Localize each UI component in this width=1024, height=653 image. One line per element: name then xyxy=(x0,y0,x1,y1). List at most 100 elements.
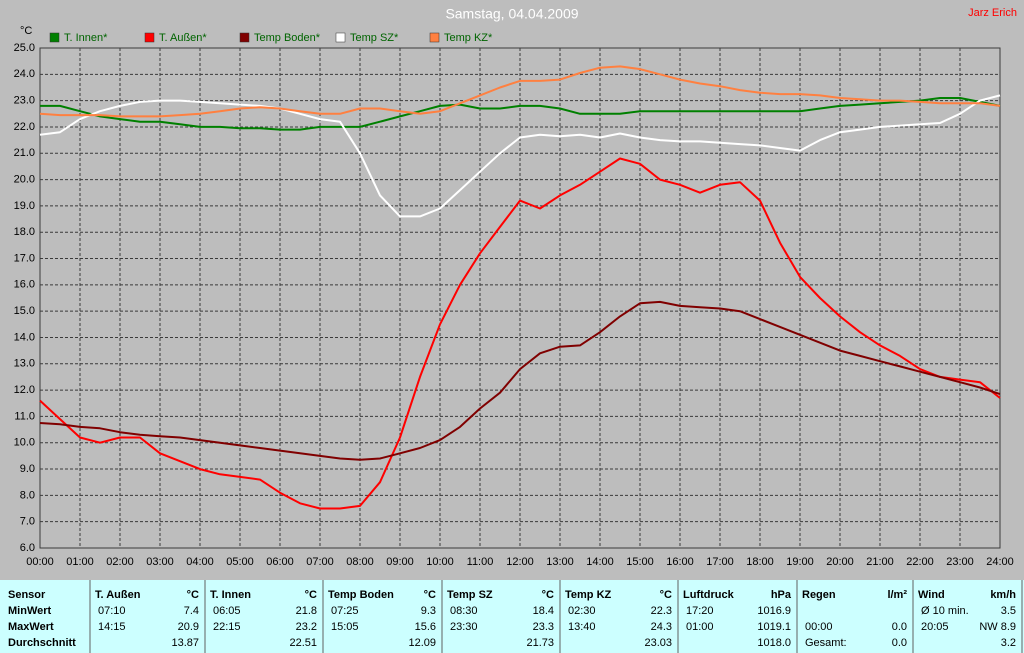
column-unit: °C xyxy=(660,589,672,601)
cell-value: 20.9 xyxy=(178,621,199,633)
legend-swatch xyxy=(335,32,346,43)
cell-time: 07:25 xyxy=(331,605,359,617)
background xyxy=(0,0,1024,580)
chart-title: Samstag, 04.04.2009 xyxy=(445,6,578,22)
y-tick-label: 6.0 xyxy=(20,542,35,554)
x-tick-label: 24:00 xyxy=(986,556,1014,568)
cell-value: 7.4 xyxy=(184,605,199,617)
data-line xyxy=(39,94,1001,218)
cell-time: 06:05 xyxy=(213,605,241,617)
cell-time: Gesamt: xyxy=(805,637,847,649)
author: Jarz Erich xyxy=(968,7,1017,19)
cell-time: 01:00 xyxy=(686,621,714,633)
x-tick-label: 02:00 xyxy=(106,556,134,568)
x-tick-label: 03:00 xyxy=(146,556,174,568)
cell-value: 3.5 xyxy=(1001,605,1016,617)
column-unit: km/h xyxy=(990,589,1016,601)
y-tick-label: 9.0 xyxy=(20,463,35,475)
data-line xyxy=(39,157,1001,510)
row-label: Durchschnitt xyxy=(8,637,76,649)
y-tick-label: 8.0 xyxy=(20,489,35,501)
y-tick-label: 12.0 xyxy=(14,384,35,396)
legend-swatch xyxy=(429,32,440,43)
cell-value: 1019.1 xyxy=(757,621,791,633)
cell-value: 21.8 xyxy=(296,605,317,617)
cell-value: 22.3 xyxy=(651,605,672,617)
cell-value: NW 8.9 xyxy=(979,621,1016,633)
x-tick-label: 13:00 xyxy=(546,556,574,568)
x-tick-label: 12:00 xyxy=(506,556,534,568)
x-tick-label: 16:00 xyxy=(666,556,694,568)
y-tick-label: 10.0 xyxy=(14,437,35,449)
cell-value: 3.2 xyxy=(1001,637,1016,649)
plot-frame xyxy=(39,47,1001,549)
cell-value: 12.09 xyxy=(408,637,436,649)
column-header: Temp KZ xyxy=(565,589,612,601)
cell-time: 07:10 xyxy=(98,605,126,617)
x-tick-label: 05:00 xyxy=(226,556,254,568)
y-tick-label: 22.0 xyxy=(14,121,35,133)
x-tick-label: 23:00 xyxy=(946,556,974,568)
cell-value: 1018.0 xyxy=(757,637,791,649)
cell-time: 15:05 xyxy=(331,621,359,633)
x-tick-label: 17:00 xyxy=(706,556,734,568)
cell-time: 17:20 xyxy=(686,605,714,617)
row-label: MinWert xyxy=(8,605,52,617)
x-tick-label: 18:00 xyxy=(746,556,774,568)
y-tick-label: 21.0 xyxy=(14,147,35,159)
table-background xyxy=(0,580,1024,653)
column-header: Luftdruck xyxy=(683,589,735,601)
y-tick-label: 19.0 xyxy=(14,200,35,212)
cell-value: 24.3 xyxy=(651,621,672,633)
cell-time: 23:30 xyxy=(450,621,478,633)
data-line xyxy=(40,97,1001,131)
column-unit: °C xyxy=(187,589,199,601)
column-header: Wind xyxy=(918,589,945,601)
column-header: Temp Boden xyxy=(328,589,394,601)
legend-label: Temp SZ* xyxy=(350,32,399,44)
y-tick-label: 15.0 xyxy=(14,305,35,317)
x-tick-label: 09:00 xyxy=(386,556,414,568)
cell-time: 08:30 xyxy=(450,605,478,617)
y-tick-label: 14.0 xyxy=(14,331,35,343)
cell-time: 00:00 xyxy=(805,621,833,633)
x-tick-label: 10:00 xyxy=(426,556,454,568)
legend-swatch xyxy=(49,32,60,43)
column-header: Temp SZ xyxy=(447,589,493,601)
y-tick-label: 7.0 xyxy=(20,516,35,528)
row-label: MaxWert xyxy=(8,621,54,633)
column-unit: l/m² xyxy=(887,589,907,601)
y-tick-label: 11.0 xyxy=(14,410,35,422)
column-unit: °C xyxy=(424,589,436,601)
x-tick-label: 06:00 xyxy=(266,556,294,568)
cell-value: 23.03 xyxy=(644,637,672,649)
y-axis-label: °C xyxy=(20,25,32,37)
cell-value: 23.2 xyxy=(296,621,317,633)
cell-value: 15.6 xyxy=(415,621,436,633)
y-tick-label: 18.0 xyxy=(14,226,35,238)
column-header: T. Außen xyxy=(95,589,141,601)
y-tick-label: 23.0 xyxy=(14,95,35,107)
legend-label: Temp KZ* xyxy=(444,32,493,44)
x-tick-label: 07:00 xyxy=(306,556,334,568)
cell-value: 22.51 xyxy=(289,637,317,649)
column-header: Regen xyxy=(802,589,836,601)
cell-time: 20:05 xyxy=(921,621,949,633)
x-tick-label: 21:00 xyxy=(866,556,894,568)
cell-value: 0.0 xyxy=(892,621,907,633)
cell-value: 1016.9 xyxy=(757,605,791,617)
y-tick-label: 20.0 xyxy=(14,173,35,185)
cell-time: 13:40 xyxy=(568,621,596,633)
cell-value: 18.4 xyxy=(533,605,554,617)
column-unit: °C xyxy=(542,589,554,601)
legend-swatch xyxy=(144,32,155,43)
data-line xyxy=(39,300,1001,461)
cell-value: 23.3 xyxy=(533,621,554,633)
legend-label: Temp Boden* xyxy=(254,32,321,44)
legend-label: T. Innen* xyxy=(64,32,108,44)
column-unit: hPa xyxy=(771,589,792,601)
cell-value: 13.87 xyxy=(171,637,199,649)
cell-value: 21.73 xyxy=(526,637,554,649)
y-tick-label: 17.0 xyxy=(14,252,35,264)
